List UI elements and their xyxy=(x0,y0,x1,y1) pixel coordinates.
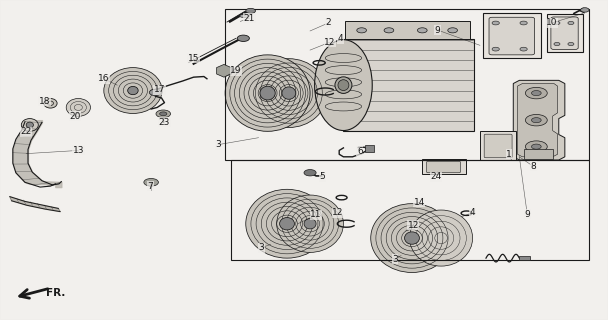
Text: 11: 11 xyxy=(310,210,322,219)
FancyBboxPatch shape xyxy=(345,21,469,39)
Text: 10: 10 xyxy=(546,19,558,28)
FancyBboxPatch shape xyxy=(551,17,578,50)
Circle shape xyxy=(357,28,367,33)
Ellipse shape xyxy=(26,122,33,128)
Text: 15: 15 xyxy=(188,53,199,62)
Ellipse shape xyxy=(410,210,472,266)
Polygon shape xyxy=(517,84,558,157)
Text: 4: 4 xyxy=(337,35,343,44)
Circle shape xyxy=(150,89,162,96)
Ellipse shape xyxy=(304,219,316,229)
Ellipse shape xyxy=(260,86,275,100)
Circle shape xyxy=(418,28,427,33)
Circle shape xyxy=(531,118,541,123)
Circle shape xyxy=(581,8,589,12)
Ellipse shape xyxy=(404,232,420,244)
Circle shape xyxy=(237,35,249,42)
Circle shape xyxy=(384,28,394,33)
Ellipse shape xyxy=(280,218,294,230)
Text: 3: 3 xyxy=(258,243,264,252)
Text: 12: 12 xyxy=(325,38,336,47)
Circle shape xyxy=(144,179,159,186)
Ellipse shape xyxy=(240,14,249,18)
Bar xyxy=(365,145,375,152)
Circle shape xyxy=(568,21,574,25)
Circle shape xyxy=(554,43,560,46)
Polygon shape xyxy=(216,64,231,77)
Circle shape xyxy=(525,141,547,152)
Ellipse shape xyxy=(225,55,310,131)
Text: 12: 12 xyxy=(407,221,419,230)
Ellipse shape xyxy=(314,40,372,131)
Text: 12: 12 xyxy=(333,208,344,217)
Circle shape xyxy=(525,115,547,126)
Text: 14: 14 xyxy=(413,197,425,206)
Text: 19: 19 xyxy=(230,66,242,75)
Text: 17: 17 xyxy=(154,85,165,94)
Text: 2: 2 xyxy=(325,19,331,28)
Text: 13: 13 xyxy=(72,146,84,155)
Polygon shape xyxy=(513,80,565,160)
Text: 20: 20 xyxy=(69,112,80,121)
Text: 5: 5 xyxy=(319,172,325,181)
Circle shape xyxy=(304,170,316,176)
Ellipse shape xyxy=(282,87,295,99)
Circle shape xyxy=(520,47,527,51)
Circle shape xyxy=(246,8,255,13)
Text: 7: 7 xyxy=(148,182,153,191)
Text: 22: 22 xyxy=(21,127,32,136)
Text: 4: 4 xyxy=(470,208,475,217)
Circle shape xyxy=(531,144,541,149)
Text: 18: 18 xyxy=(39,97,50,106)
Circle shape xyxy=(554,21,560,25)
FancyBboxPatch shape xyxy=(484,134,512,158)
Ellipse shape xyxy=(128,86,138,95)
Circle shape xyxy=(520,21,527,25)
Ellipse shape xyxy=(44,99,57,108)
Text: 21: 21 xyxy=(244,14,255,23)
Circle shape xyxy=(492,47,499,51)
Ellipse shape xyxy=(277,195,344,252)
Text: 6: 6 xyxy=(357,147,363,156)
Ellipse shape xyxy=(250,59,327,127)
Ellipse shape xyxy=(338,80,349,91)
Text: 8: 8 xyxy=(530,162,536,171)
Text: FR.: FR. xyxy=(46,288,66,298)
Circle shape xyxy=(160,112,167,116)
Text: 3: 3 xyxy=(392,255,398,264)
Bar xyxy=(519,256,530,260)
Text: 1: 1 xyxy=(506,150,512,159)
Ellipse shape xyxy=(335,77,352,93)
Text: 24: 24 xyxy=(430,172,442,181)
Ellipse shape xyxy=(66,99,91,116)
Circle shape xyxy=(525,87,547,99)
FancyBboxPatch shape xyxy=(547,14,583,52)
FancyBboxPatch shape xyxy=(483,13,541,58)
FancyBboxPatch shape xyxy=(427,161,460,173)
Text: 16: 16 xyxy=(98,74,109,83)
Text: 9: 9 xyxy=(524,210,530,219)
Polygon shape xyxy=(10,197,60,212)
Ellipse shape xyxy=(371,204,453,272)
FancyBboxPatch shape xyxy=(523,149,553,159)
Ellipse shape xyxy=(246,189,328,258)
Ellipse shape xyxy=(21,119,38,131)
Ellipse shape xyxy=(104,68,162,114)
Circle shape xyxy=(492,21,499,25)
Text: 3: 3 xyxy=(215,140,221,149)
FancyBboxPatch shape xyxy=(489,17,534,55)
Circle shape xyxy=(156,110,171,118)
Circle shape xyxy=(447,28,457,33)
Text: 9: 9 xyxy=(435,26,440,35)
Circle shape xyxy=(568,43,574,46)
FancyBboxPatch shape xyxy=(480,131,516,160)
Polygon shape xyxy=(344,39,474,131)
Text: 23: 23 xyxy=(159,118,170,127)
FancyBboxPatch shape xyxy=(423,159,466,174)
Circle shape xyxy=(531,91,541,96)
